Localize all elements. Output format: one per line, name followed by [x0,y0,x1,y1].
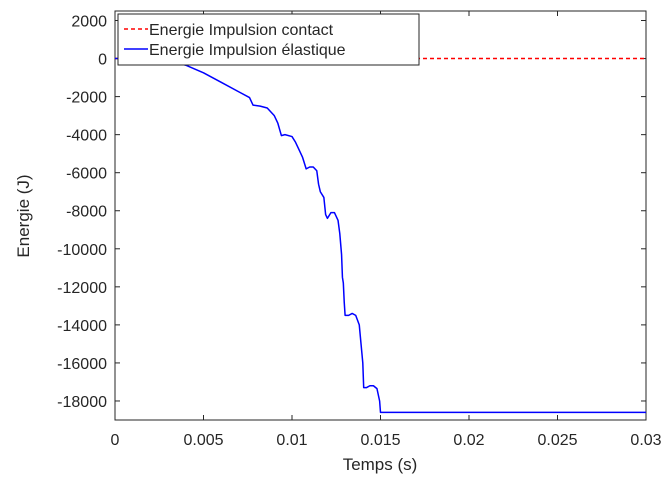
y-tick-label: -10000 [57,242,107,259]
y-tick-label: -4000 [66,128,107,145]
legend-box [117,13,420,66]
axis-ticks: 0 0.005 0.01 0.015 0.02 0.025 0.03 2000 0 -2000 -4… [57,11,662,449]
series-line-1 [115,57,646,414]
x-tick-label: 0.015 [360,432,400,449]
x-tick-label: 0.005 [183,432,223,449]
x-tick-label: 0.01 [276,432,307,449]
x-axis-label: Temps (s) [343,455,418,474]
plot-area [114,10,647,421]
y-tick-label: 2000 [71,14,107,31]
x-tick-label: 0.02 [453,432,484,449]
y-tick-label: -16000 [57,356,107,373]
y-axis-label: Energie (J) [14,174,33,257]
y-tick-label: 0 [98,52,107,69]
y-tick-label: -2000 [66,90,107,107]
x-tick-label: 0 [111,432,120,449]
y-tick-label: -18000 [57,394,107,411]
legend-label-elastique: Energie Impulsion élastique [149,42,346,59]
y-tick-label: -8000 [66,204,107,221]
x-tick-label: 0.03 [630,432,661,449]
series-lines [115,57,646,414]
legend-label-contact: Energie Impulsion contact [149,22,334,39]
legend: Energie Impulsion contact Energie Impuls… [117,13,420,66]
y-tick-label: -12000 [57,280,107,297]
y-tick-label: -14000 [57,318,107,335]
y-tick-label: -6000 [66,166,107,183]
x-tick-label: 0.025 [537,432,577,449]
